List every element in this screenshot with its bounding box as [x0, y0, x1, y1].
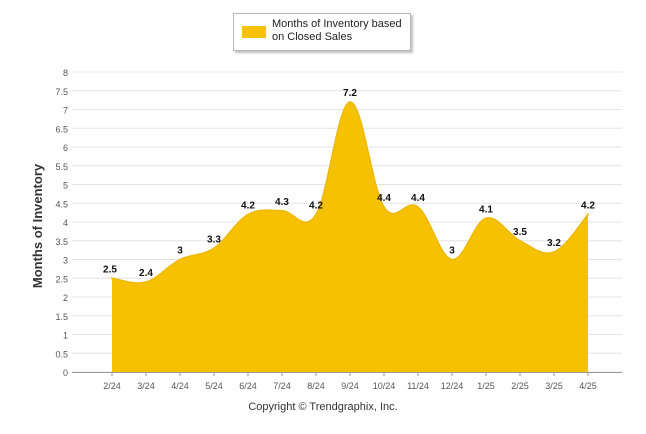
legend-label: Months of Inventory based on Closed Sale…	[272, 18, 402, 43]
area-series	[111, 101, 589, 373]
data-label: 3.2	[547, 238, 561, 249]
y-tick-label: 7	[63, 106, 68, 116]
data-label: 2.5	[103, 264, 117, 275]
y-axis-title: Months of Inventory	[30, 163, 45, 288]
y-tick-label: 7.5	[55, 87, 68, 97]
data-point[interactable]	[247, 213, 249, 216]
data-label: 7.2	[343, 88, 357, 99]
x-axis-ticks: 2/24 3/24 4/24 5/24 6/24 7/24 8/24 9/24 10/24 11/…	[103, 372, 597, 391]
data-label: 3.3	[207, 234, 221, 245]
data-label: 4.1	[479, 204, 493, 215]
y-tick-label: 6.5	[55, 124, 68, 134]
x-tick-label: 9/24	[341, 381, 359, 391]
data-label: 4.2	[309, 201, 323, 212]
legend[interactable]: Months of Inventory based on Closed Sale…	[233, 13, 411, 51]
y-tick-label: 2.5	[55, 274, 68, 284]
y-tick-label: 4	[63, 218, 68, 228]
x-tick-label: 7/24	[273, 381, 291, 391]
y-tick-label: 1	[63, 331, 68, 341]
y-tick-label: 3	[63, 256, 68, 266]
x-tick-label: 11/24	[407, 381, 429, 391]
x-tick-label: 1/25	[477, 381, 495, 391]
x-tick-label: 12/24	[441, 381, 464, 391]
y-tick-label: 5	[63, 181, 68, 191]
data-point[interactable]	[111, 277, 113, 280]
y-tick-label: 2	[63, 293, 68, 303]
y-tick-label: 5.5	[55, 162, 68, 172]
x-tick-label: 4/25	[579, 381, 597, 391]
data-point[interactable]	[485, 217, 487, 220]
area-fill	[112, 101, 588, 373]
data-point[interactable]	[519, 239, 521, 242]
data-point[interactable]	[145, 281, 147, 283]
x-tick-label: 2/25	[511, 381, 529, 391]
data-point[interactable]	[553, 251, 555, 253]
data-labels: 2.5 2.4 3 3.3 4.2 4.3 4.2 7.2 4.4 4.4 3 4.1 3.5 3.2 4.…	[103, 88, 595, 279]
data-label: 4.2	[581, 201, 595, 212]
x-tick-label: 5/24	[205, 381, 223, 391]
copyright-text: Copyright © Trendgraphix, Inc.	[248, 401, 398, 413]
y-tick-label: 4.5	[55, 199, 68, 209]
data-label: 4.4	[377, 193, 391, 204]
data-point[interactable]	[417, 206, 419, 208]
data-point[interactable]	[349, 101, 351, 103]
data-label: 4.2	[241, 201, 255, 212]
legend-swatch	[242, 26, 266, 38]
data-point[interactable]	[315, 213, 317, 216]
y-tick-label: 3.5	[55, 237, 68, 247]
y-tick-label: 0.5	[55, 349, 68, 359]
y-tick-label: 0	[63, 368, 68, 378]
data-point[interactable]	[213, 247, 215, 250]
x-tick-label: 3/24	[137, 381, 155, 391]
data-point[interactable]	[281, 209, 283, 212]
x-tick-label: 3/25	[545, 381, 563, 391]
x-tick-label: 2/24	[103, 381, 121, 391]
data-label: 3	[449, 246, 455, 257]
data-label: 4.4	[411, 193, 425, 204]
data-label: 4.3	[275, 197, 289, 208]
data-point[interactable]	[587, 213, 589, 216]
x-tick-label: 8/24	[307, 381, 325, 391]
data-point[interactable]	[179, 258, 181, 261]
data-label: 3.5	[513, 227, 527, 238]
data-label: 3	[177, 246, 183, 257]
data-point[interactable]	[451, 258, 453, 261]
y-axis-ticks: 0 0.5 1 1.5 2 2.5 3 3.5 4 4.5 5 5.5 6 6.5 7 7.5 8	[55, 68, 68, 378]
x-tick-label: 6/24	[239, 381, 257, 391]
data-label: 2.4	[139, 268, 153, 279]
data-point[interactable]	[383, 206, 385, 208]
y-tick-label: 8	[63, 68, 68, 78]
x-tick-label: 4/24	[171, 381, 189, 391]
y-tick-label: 6	[63, 143, 68, 153]
x-tick-label: 10/24	[373, 381, 396, 391]
y-tick-label: 1.5	[55, 312, 68, 322]
series-line	[111, 101, 589, 284]
